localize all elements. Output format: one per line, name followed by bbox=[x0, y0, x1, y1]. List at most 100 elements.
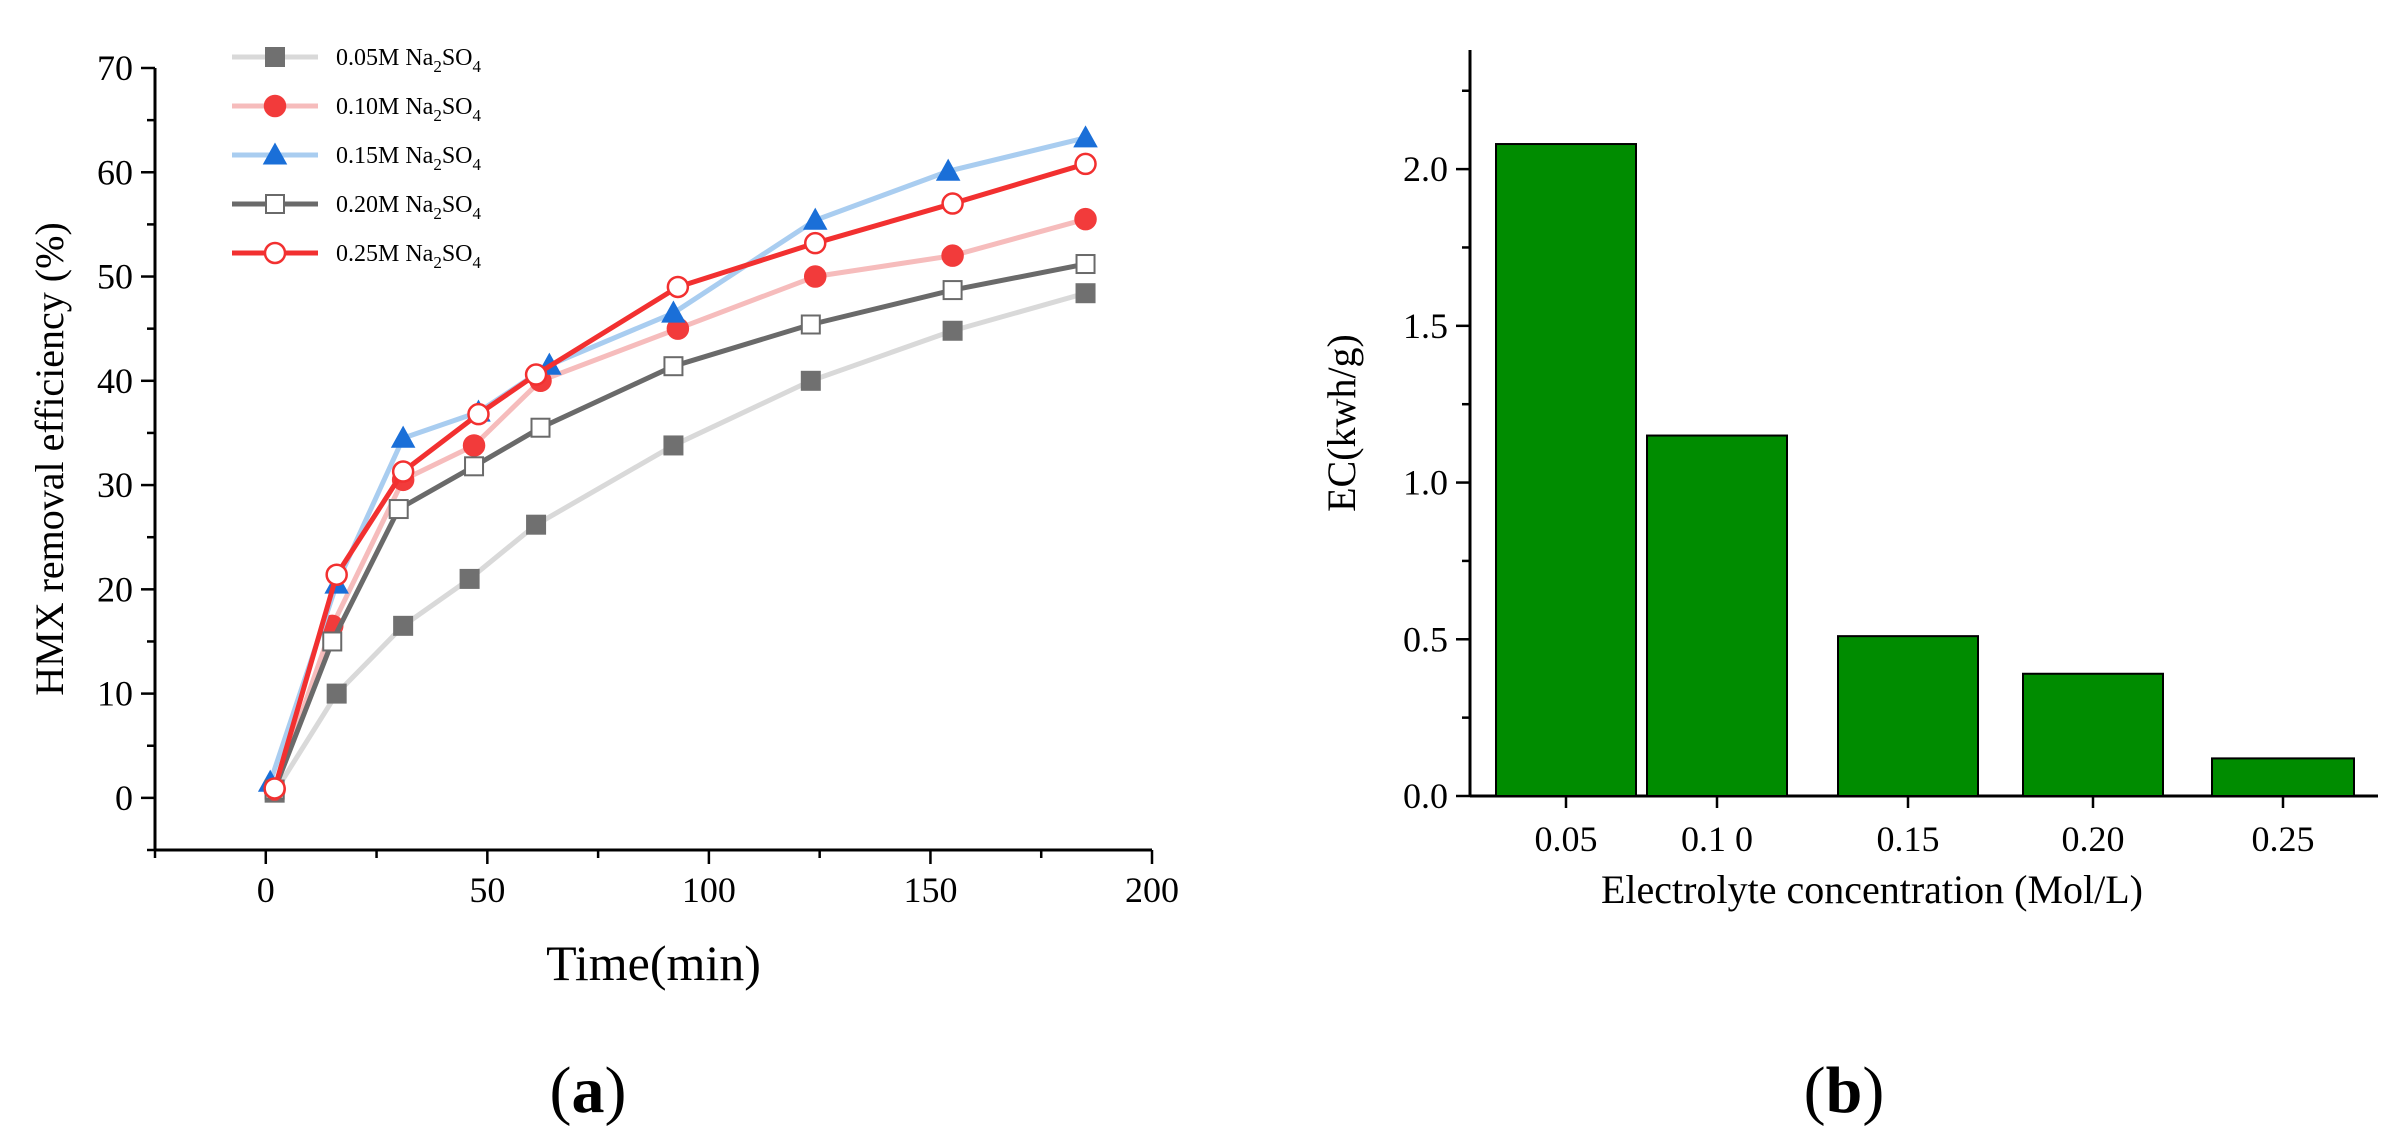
x-tick-label: 0.15 bbox=[1877, 819, 1940, 859]
legend-label: 0.25M Na2SO4 bbox=[336, 241, 482, 272]
data-point bbox=[263, 777, 286, 800]
legend-label: 0.15M Na2SO4 bbox=[336, 143, 482, 174]
data-point bbox=[942, 320, 963, 341]
legend-label: 0.10M Na2SO4 bbox=[336, 94, 482, 125]
legend-subscript: 4 bbox=[473, 155, 482, 174]
data-point bbox=[942, 280, 963, 301]
bar bbox=[1495, 143, 1637, 797]
panel-paren: ) bbox=[1862, 1054, 1884, 1127]
data-point bbox=[462, 434, 486, 457]
legend-text-part: SO bbox=[442, 143, 473, 169]
panel-paren: ( bbox=[550, 1054, 572, 1127]
data-point bbox=[941, 192, 964, 215]
y-tick-label: 1.5 bbox=[1403, 306, 1448, 346]
x-tick-label: 0.05 bbox=[1535, 819, 1598, 859]
legend-text-part: 0.15M Na bbox=[336, 143, 434, 169]
data-point bbox=[666, 275, 690, 299]
x-tick-label: 150 bbox=[903, 870, 957, 910]
y-tick-label: 0.0 bbox=[1403, 776, 1448, 816]
legend-subscript: 4 bbox=[473, 106, 482, 125]
data-point bbox=[663, 356, 684, 377]
data-point bbox=[1074, 207, 1097, 231]
legend-subscript: 4 bbox=[473, 204, 482, 223]
legend-marker bbox=[262, 142, 288, 165]
data-point bbox=[935, 158, 961, 181]
legend-subscript: 2 bbox=[433, 204, 442, 223]
bar bbox=[1837, 635, 1979, 798]
legend-subscript: 2 bbox=[433, 155, 442, 174]
legend-text-part: SO bbox=[442, 94, 473, 120]
y-axis-title: EC(kwh/g) bbox=[1319, 334, 1364, 512]
data-point bbox=[393, 615, 414, 636]
data-point bbox=[391, 460, 415, 483]
legend-text-part: SO bbox=[442, 241, 473, 267]
legend-text-part: 0.25M Na bbox=[336, 241, 434, 267]
panel-letter: b bbox=[1826, 1054, 1863, 1127]
data-point bbox=[326, 683, 347, 704]
y-tick-label: 60 bbox=[97, 152, 133, 192]
legend-marker bbox=[263, 241, 287, 265]
chart-b: 0.0 0.5 1.0 1.5 2.0 0.05 0.1 0 0.15 0.20 0.25 Elec… bbox=[1319, 50, 2378, 1127]
data-point bbox=[800, 314, 821, 335]
data-point bbox=[464, 456, 485, 477]
data-point bbox=[661, 300, 686, 323]
series-4 bbox=[264, 254, 1096, 800]
y-tick-label: 50 bbox=[97, 257, 133, 297]
legend-item: 0.25M Na2SO4 bbox=[232, 241, 482, 272]
data-point bbox=[803, 231, 827, 255]
data-point bbox=[459, 568, 480, 589]
x-axis-title: Time(min) bbox=[546, 935, 761, 991]
x-tick-label: 0.1 0 bbox=[1681, 819, 1753, 859]
data-point bbox=[1075, 283, 1096, 304]
legend-marker bbox=[265, 194, 285, 214]
legend-label: 0.05M Na2SO4 bbox=[336, 45, 482, 76]
series-3 bbox=[257, 125, 1098, 792]
data-point bbox=[526, 514, 547, 535]
y-tick-label: 1.0 bbox=[1403, 463, 1448, 503]
panel-letter: a bbox=[572, 1054, 605, 1127]
data-point bbox=[1075, 254, 1096, 275]
y-tick-label: 30 bbox=[97, 465, 133, 505]
y-tick-label: 20 bbox=[97, 569, 133, 609]
legend-item: 0.05M Na2SO4 bbox=[232, 45, 482, 76]
legend-text-part: 0.20M Na bbox=[336, 192, 434, 218]
data-point bbox=[941, 244, 964, 267]
legend-marker bbox=[263, 94, 287, 118]
bar bbox=[2022, 672, 2164, 797]
data-point bbox=[524, 363, 548, 386]
data-point bbox=[800, 370, 821, 391]
legend-subscript: 2 bbox=[433, 253, 442, 272]
panel-label-a: (a) bbox=[550, 1054, 627, 1127]
y-tick-label: 10 bbox=[97, 674, 133, 714]
legend-subscript: 4 bbox=[473, 57, 482, 76]
x-tick-label: 200 bbox=[1125, 870, 1179, 910]
legend-marker bbox=[265, 47, 285, 67]
legend-text-part: 0.10M Na bbox=[336, 94, 434, 120]
data-point bbox=[663, 435, 684, 456]
bar bbox=[1646, 434, 1788, 797]
y-axis-title: HMX removal efficiency (%) bbox=[27, 222, 72, 696]
bar bbox=[2211, 757, 2355, 797]
y-tick-label: 70 bbox=[97, 48, 133, 88]
x-tick-label: 100 bbox=[682, 870, 736, 910]
data-point bbox=[467, 402, 490, 426]
series-5 bbox=[263, 152, 1097, 800]
legend-text-part: SO bbox=[442, 45, 473, 71]
data-point bbox=[530, 417, 551, 438]
data-point bbox=[1073, 125, 1098, 148]
y-tick-label: 2.0 bbox=[1403, 149, 1448, 189]
panel-paren: ) bbox=[605, 1054, 627, 1127]
y-tick-label: 0.5 bbox=[1403, 619, 1448, 659]
data-point bbox=[802, 207, 828, 230]
legend-subscript: 4 bbox=[473, 253, 482, 272]
data-point bbox=[325, 563, 348, 586]
data-point bbox=[803, 265, 827, 288]
data-point bbox=[390, 425, 416, 448]
y-tick-label: 40 bbox=[97, 361, 133, 401]
legend-subscript: 2 bbox=[433, 106, 442, 125]
legend-subscript: 2 bbox=[433, 57, 442, 76]
series-line bbox=[267, 135, 1087, 784]
data-point bbox=[322, 631, 343, 652]
